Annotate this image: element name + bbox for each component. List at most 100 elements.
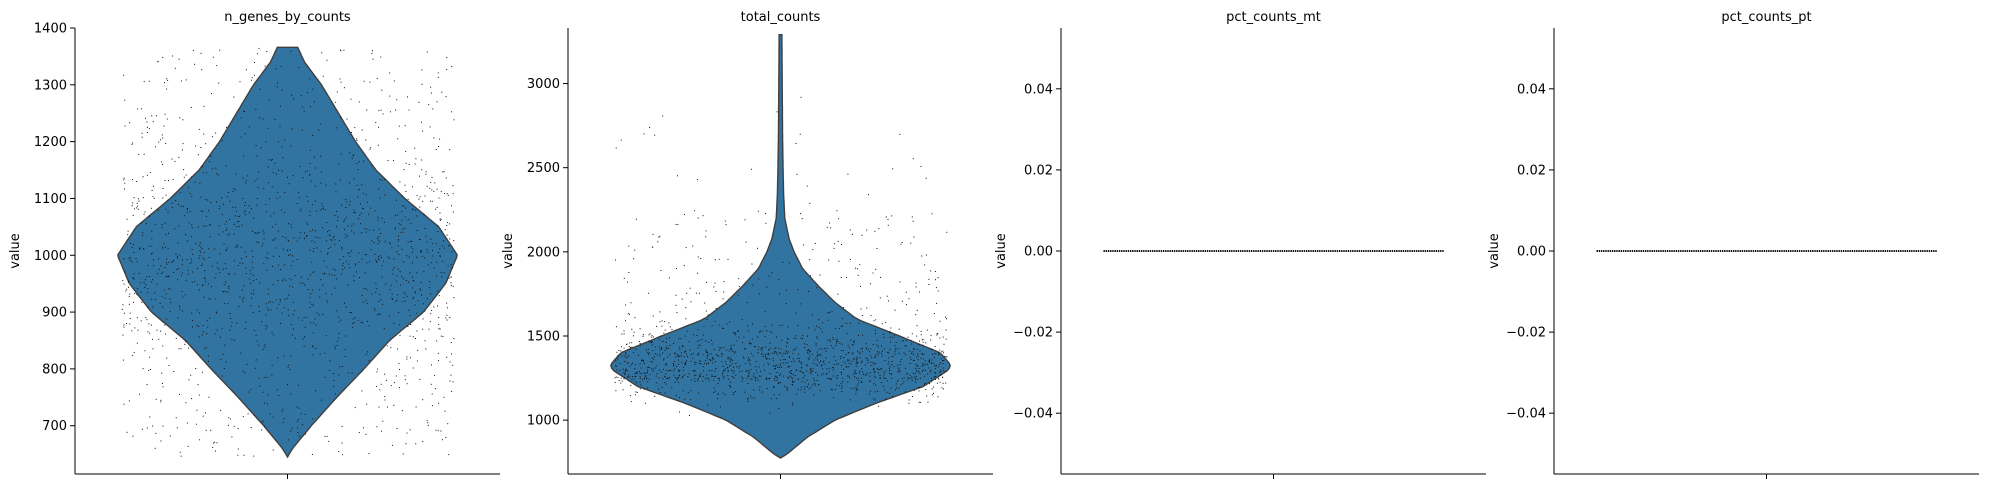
jitter-point	[731, 376, 733, 378]
jitter-point	[640, 373, 642, 375]
jitter-point	[901, 300, 903, 302]
jitter-point	[399, 324, 401, 326]
jitter-point	[362, 322, 364, 324]
jitter-point	[918, 367, 920, 369]
jitter-point	[152, 348, 154, 350]
jitter-point	[1114, 250, 1116, 252]
jitter-point	[199, 250, 201, 252]
jitter-point	[1860, 250, 1862, 252]
jitter-point	[1433, 250, 1435, 252]
jitter-point	[1202, 250, 1204, 252]
jitter-point	[200, 196, 202, 198]
jitter-point	[726, 323, 728, 325]
jitter-point	[912, 372, 914, 374]
jitter-point	[1356, 250, 1358, 252]
jitter-point	[765, 346, 767, 348]
jitter-point	[201, 285, 203, 287]
jitter-point	[121, 308, 123, 310]
jitter-point	[136, 261, 138, 263]
jitter-point	[873, 383, 875, 385]
jitter-point	[261, 321, 263, 323]
jitter-point	[307, 278, 309, 280]
jitter-point	[153, 185, 154, 187]
jitter-point	[439, 212, 441, 214]
jitter-point	[175, 253, 177, 255]
jitter-point	[380, 383, 382, 385]
jitter-point	[1818, 250, 1821, 252]
jitter-point	[376, 261, 378, 262]
jitter-point	[446, 234, 448, 236]
jitter-point	[841, 244, 842, 245]
jitter-point	[1248, 250, 1251, 252]
jitter-point	[791, 378, 793, 380]
jitter-point	[815, 372, 817, 374]
jitter-point	[225, 229, 227, 231]
jitter-point	[675, 223, 677, 225]
jitter-point	[1231, 250, 1233, 252]
jitter-point	[178, 204, 179, 205]
jitter-point	[652, 370, 654, 372]
jitter-point	[1334, 250, 1336, 252]
jitter-point	[874, 356, 876, 358]
jitter-point	[628, 272, 630, 273]
jitter-point	[240, 246, 242, 248]
jitter-point	[666, 378, 668, 379]
jitter-point	[1867, 250, 1869, 252]
jitter-point	[411, 276, 413, 278]
jitter-point	[665, 383, 667, 385]
jitter-point	[245, 273, 247, 275]
jitter-point	[311, 271, 313, 273]
jitter-point	[312, 332, 314, 334]
jitter-point	[787, 362, 789, 363]
jitter-point	[169, 288, 171, 290]
jitter-point	[229, 200, 231, 202]
jitter-point	[684, 363, 686, 365]
jitter-point	[446, 319, 448, 321]
jitter-point	[314, 318, 316, 320]
jitter-point	[287, 384, 288, 386]
jitter-point	[191, 196, 193, 198]
jitter-point	[881, 382, 883, 383]
jitter-point	[131, 330, 133, 332]
jitter-point	[128, 258, 130, 260]
jitter-point	[341, 247, 343, 249]
jitter-point	[324, 352, 326, 354]
jitter-point	[747, 325, 749, 327]
jitter-point	[880, 276, 882, 278]
jitter-point	[905, 345, 907, 347]
jitter-point	[272, 255, 274, 257]
jitter-point	[780, 382, 781, 384]
jitter-point	[714, 375, 716, 377]
jitter-point	[1680, 250, 1682, 252]
jitter-point	[741, 319, 743, 321]
jitter-point	[750, 343, 752, 344]
jitter-point	[403, 291, 405, 293]
jitter-point	[647, 387, 649, 389]
jitter-point	[263, 187, 265, 189]
jitter-point	[148, 356, 150, 358]
jitter-point	[1686, 250, 1689, 252]
jitter-point	[269, 198, 270, 200]
jitter-point	[366, 201, 368, 203]
jitter-point	[274, 162, 276, 164]
jitter-point	[706, 374, 708, 376]
jitter-point	[879, 377, 881, 379]
jitter-point	[147, 331, 149, 333]
jitter-point	[629, 348, 630, 350]
jitter-point	[197, 226, 199, 228]
jitter-point	[1627, 250, 1629, 252]
jitter-point	[748, 362, 750, 364]
jitter-point	[832, 367, 834, 368]
jitter-point	[1640, 250, 1642, 252]
jitter-point	[675, 394, 677, 396]
jitter-point	[424, 310, 426, 312]
jitter-point	[195, 243, 196, 244]
jitter-point	[365, 254, 367, 256]
jitter-point	[858, 322, 860, 324]
jitter-point	[673, 343, 674, 344]
jitter-point	[1134, 250, 1136, 252]
jitter-point	[1413, 250, 1416, 252]
jitter-point	[1244, 250, 1246, 252]
jitter-point	[843, 361, 845, 363]
jitter-point	[713, 392, 715, 393]
